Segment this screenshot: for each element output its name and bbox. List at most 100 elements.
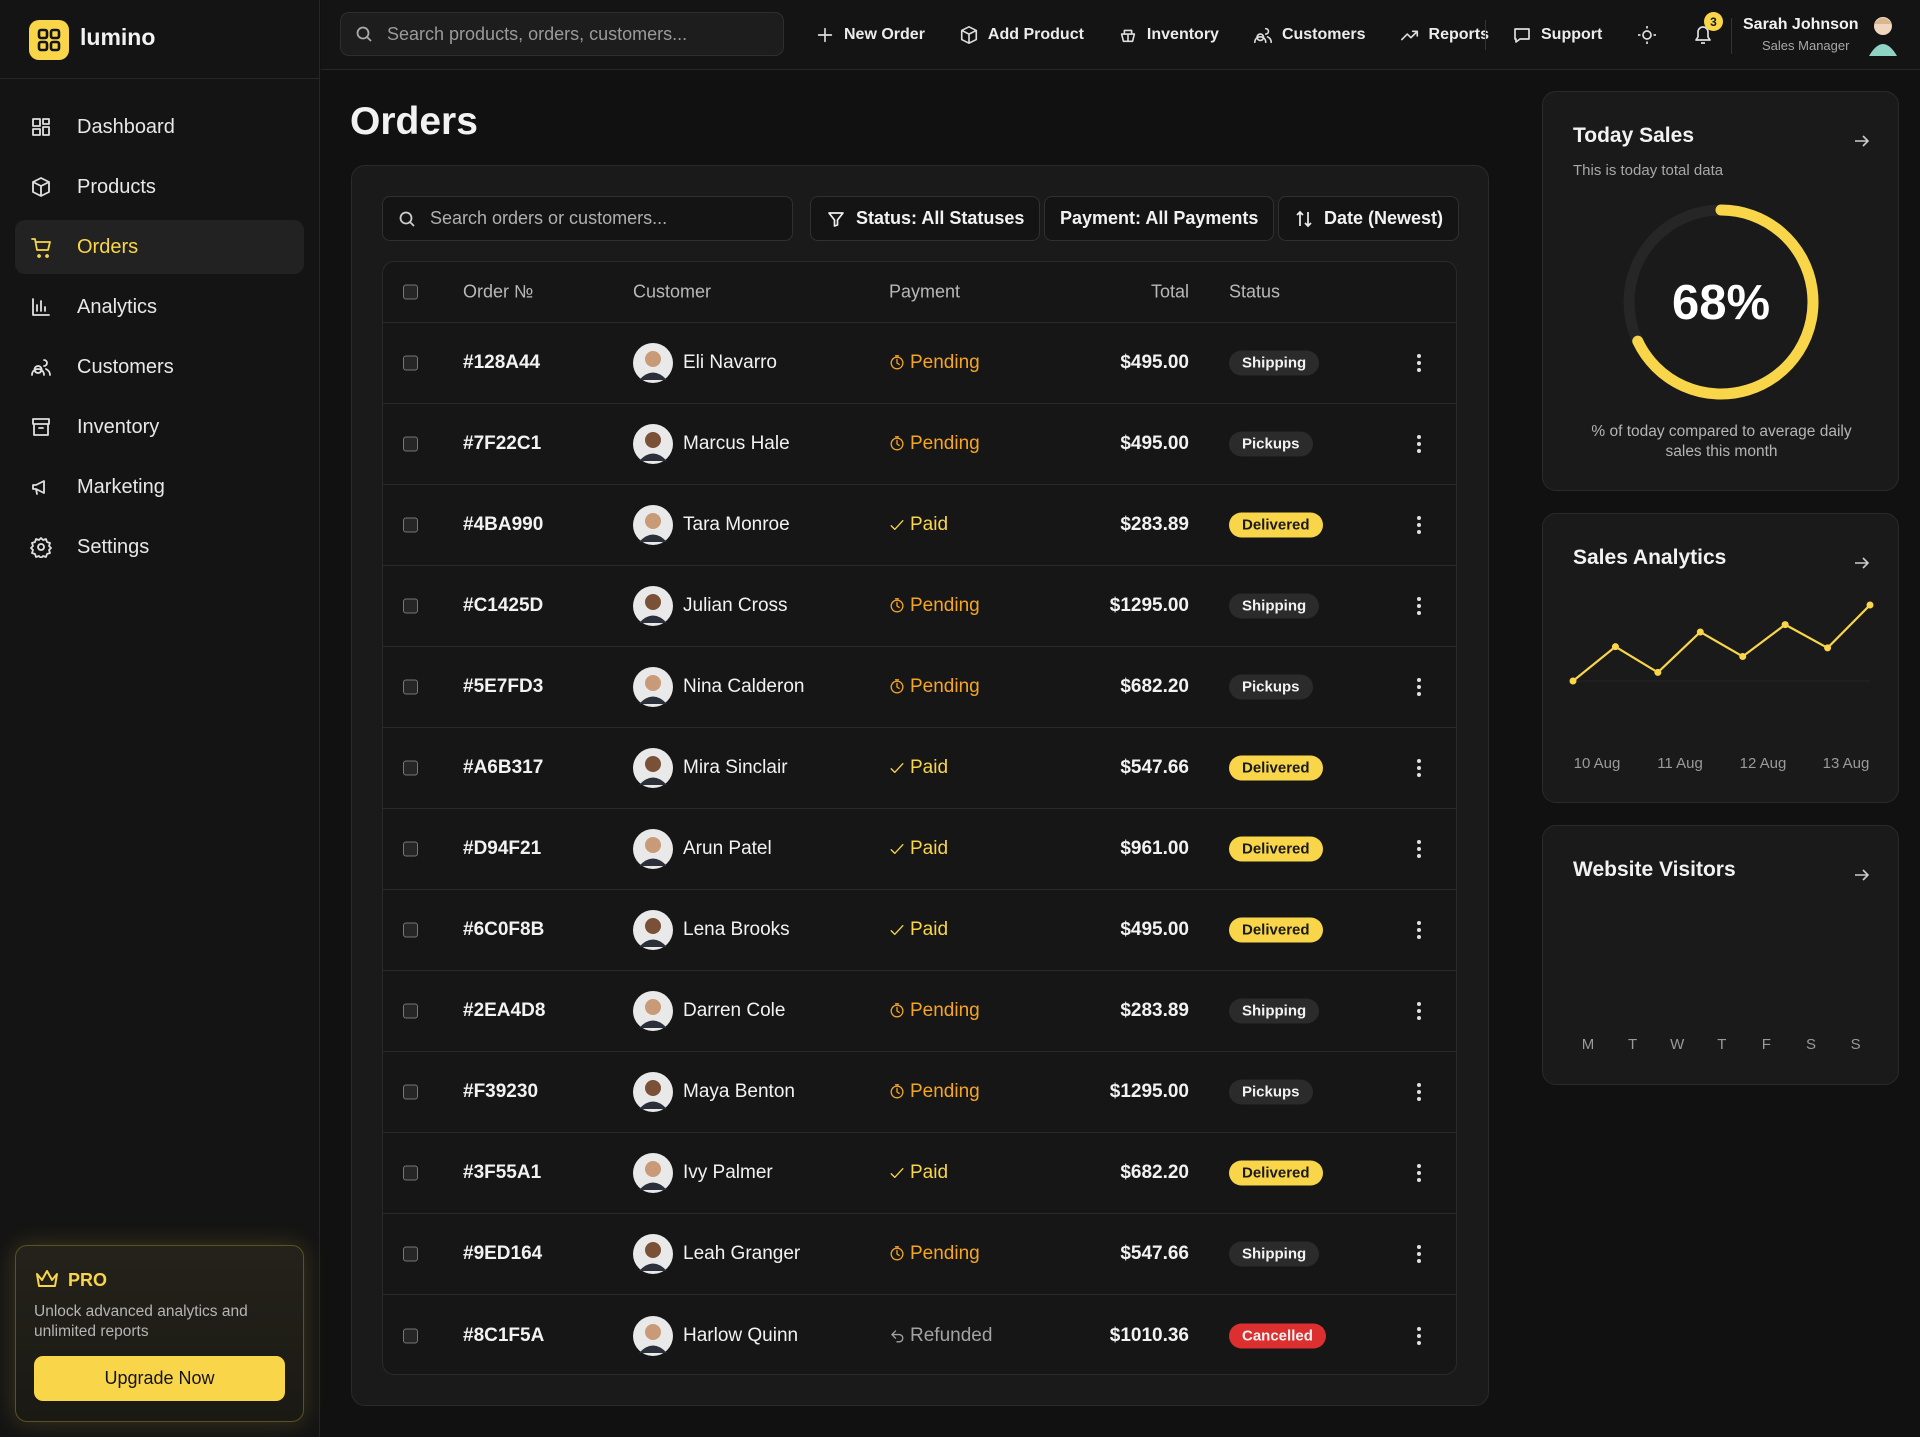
table-row: #F39230 Maya Benton Pending $1295.00 Pickups	[383, 1052, 1456, 1133]
nav-item[interactable]: Products	[15, 160, 304, 214]
column-header: Order №	[463, 281, 534, 302]
nav-label: Marketing	[77, 475, 165, 498]
dot	[1417, 1326, 1421, 1331]
arrow-icon[interactable]	[1853, 132, 1871, 150]
payment-filter[interactable]: Payment: All Payments	[1044, 196, 1275, 241]
top-action-label: Add Product	[987, 26, 1084, 43]
nav-item[interactable]: Inventory	[15, 400, 304, 454]
orders-search[interactable]: Search orders or customers...	[382, 196, 793, 241]
row-menu[interactable]	[1416, 596, 1422, 616]
table-row: #8C1F5A Harlow Quinn Refunded $1010.36 Cance…	[383, 1295, 1456, 1374]
sort-button[interactable]: Date (Newest)	[1278, 196, 1460, 241]
nav-item[interactable]: Customers	[15, 340, 304, 394]
dot	[1417, 597, 1421, 601]
payment: Pending	[889, 352, 980, 374]
bell-icon[interactable]	[1692, 23, 1714, 47]
row-menu[interactable]	[1416, 920, 1422, 940]
order-id: #C1425D	[463, 595, 544, 616]
row-menu[interactable]	[1416, 1244, 1422, 1264]
dot	[1417, 604, 1421, 608]
icon	[32, 298, 50, 316]
top-action[interactable]: Reports	[1400, 25, 1489, 45]
top-action-label: Inventory	[1146, 26, 1219, 43]
dot	[1417, 1090, 1421, 1094]
order-total: $495.00	[1120, 352, 1189, 373]
divider	[1731, 18, 1732, 54]
support-button[interactable]: Support	[1512, 0, 1602, 70]
top-action[interactable]: Inventory	[1118, 25, 1219, 45]
order-id: #2EA4D8	[463, 1000, 546, 1021]
theme-toggle[interactable]	[1637, 25, 1657, 45]
order-total: $495.00	[1120, 433, 1189, 454]
row-menu[interactable]	[1416, 353, 1422, 373]
arrow-icon[interactable]	[1853, 554, 1871, 572]
icon-path	[1120, 29, 1136, 43]
row-menu[interactable]	[1416, 434, 1422, 454]
dot	[1417, 523, 1421, 527]
top-action[interactable]: Add Product	[959, 25, 1084, 45]
nav-item[interactable]: Orders	[15, 220, 304, 274]
row-menu[interactable]	[1416, 758, 1422, 778]
order-total: $1295.00	[1109, 595, 1189, 616]
nav-item[interactable]: Settings	[15, 520, 304, 574]
nav-label: Inventory	[77, 415, 160, 438]
dot	[1417, 354, 1421, 358]
user-avatar[interactable]	[1866, 12, 1900, 58]
row-menu[interactable]	[1416, 1163, 1422, 1183]
checkbox[interactable]	[403, 1165, 418, 1181]
dot	[1417, 449, 1421, 453]
checkbox[interactable]	[403, 679, 418, 695]
avatar	[633, 424, 673, 464]
global-search[interactable]: Search products, orders, customers...	[340, 12, 784, 56]
checkbox[interactable]	[403, 598, 418, 614]
payment-label: Pending	[910, 1243, 980, 1264]
nav-item[interactable]: Dashboard	[15, 100, 304, 154]
column-header: Customer	[633, 281, 712, 302]
nav-label: Orders	[77, 235, 139, 258]
checkbox[interactable]	[403, 841, 418, 857]
dot	[1417, 1171, 1421, 1175]
row-menu[interactable]	[1416, 1001, 1422, 1021]
icon-path	[32, 118, 50, 136]
payment-label: Pending	[910, 352, 980, 373]
customer-name: Tara Monroe	[683, 514, 790, 535]
payment-label: Paid	[910, 757, 949, 778]
top-action[interactable]: Customers	[1253, 25, 1366, 45]
top-action[interactable]: New Order	[815, 25, 925, 45]
avatar-head	[645, 1323, 661, 1340]
arrow-icon[interactable]	[1853, 866, 1871, 884]
payment: Pending	[889, 1243, 980, 1265]
checkbox[interactable]	[403, 436, 418, 452]
order-id: #6C0F8B	[463, 919, 545, 940]
status-filter[interactable]: Status: All Statuses	[810, 196, 1041, 241]
checkbox[interactable]	[403, 284, 418, 300]
nav-label: Products	[77, 175, 156, 198]
order-id: #9ED164	[463, 1243, 543, 1264]
checkbox[interactable]	[403, 1003, 418, 1019]
row-menu[interactable]	[1416, 839, 1422, 859]
dot	[1417, 1178, 1421, 1182]
sort-label: Date (Newest)	[1324, 208, 1444, 228]
row-menu[interactable]	[1416, 515, 1422, 535]
row-menu[interactable]	[1416, 1082, 1422, 1102]
checkbox[interactable]	[403, 922, 418, 938]
row-menu[interactable]	[1416, 677, 1422, 697]
checkbox[interactable]	[403, 1328, 418, 1343]
avatar	[633, 1072, 673, 1112]
checkbox[interactable]	[403, 355, 418, 371]
checkbox[interactable]	[403, 517, 418, 533]
avatar	[633, 748, 673, 788]
table-row: #D94F21 Arun Patel Paid $961.00 Delivered	[383, 809, 1456, 890]
payment-label: Pending	[910, 1000, 980, 1021]
avatar-body	[639, 858, 667, 866]
payment-label: Paid	[910, 838, 949, 859]
avatar	[633, 586, 673, 626]
checkbox[interactable]	[403, 1084, 418, 1100]
row-menu[interactable]	[1416, 1326, 1422, 1346]
nav-item[interactable]: Analytics	[15, 280, 304, 334]
nav-item[interactable]: Marketing	[15, 460, 304, 514]
checkbox[interactable]	[403, 1246, 418, 1262]
upgrade-button[interactable]: Upgrade Now	[34, 1356, 285, 1401]
checkbox[interactable]	[403, 760, 418, 776]
divider	[0, 78, 320, 79]
